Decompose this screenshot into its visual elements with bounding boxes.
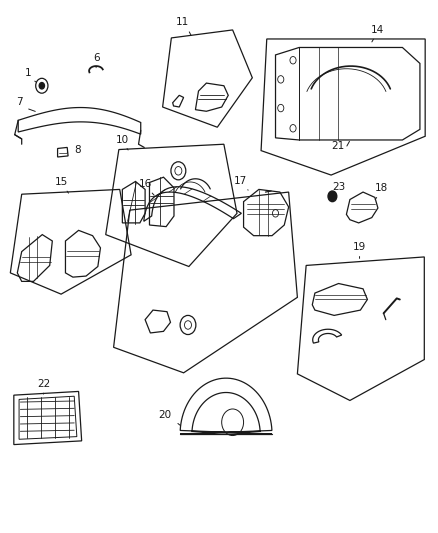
Text: 8: 8	[74, 145, 81, 155]
Text: 16: 16	[138, 179, 152, 189]
Text: 19: 19	[352, 241, 365, 252]
Text: 23: 23	[331, 182, 344, 192]
Text: 11: 11	[175, 17, 188, 27]
Text: 7: 7	[16, 97, 23, 107]
Circle shape	[327, 191, 336, 201]
Text: 18: 18	[374, 183, 387, 193]
Text: 1: 1	[25, 68, 32, 78]
Text: 6: 6	[92, 53, 99, 63]
Circle shape	[39, 83, 44, 89]
Text: 15: 15	[54, 177, 67, 187]
Text: 20: 20	[158, 409, 171, 419]
Text: 17: 17	[233, 176, 247, 185]
Text: 14: 14	[371, 25, 384, 35]
Text: 10: 10	[116, 135, 129, 146]
Text: 22: 22	[37, 379, 50, 389]
Text: 21: 21	[330, 141, 343, 151]
